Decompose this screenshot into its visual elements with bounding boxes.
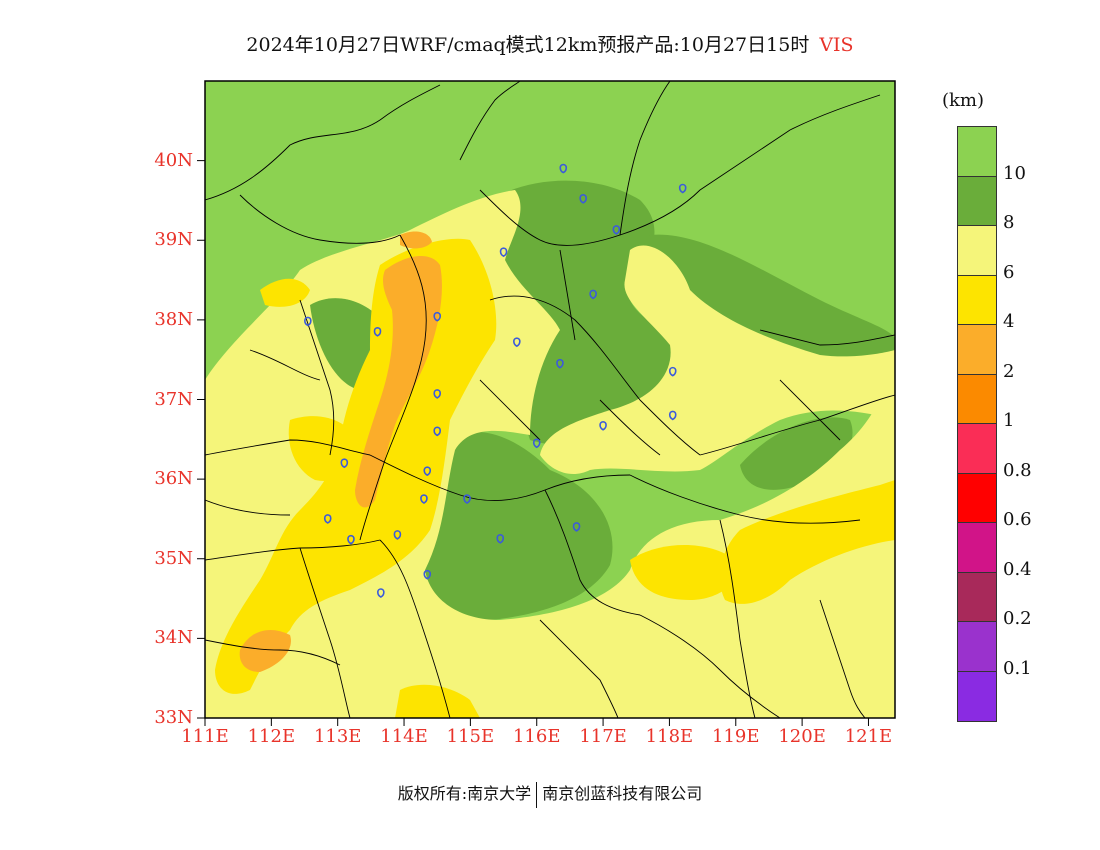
legend-swatch	[958, 325, 996, 375]
station-marker	[668, 366, 677, 377]
station-marker	[556, 358, 564, 369]
lon-label: 113E	[313, 726, 362, 747]
lon-label: 120E	[778, 726, 826, 747]
lon-label: 121E	[844, 726, 893, 747]
vis-region-4-6	[395, 684, 480, 718]
legend-swatch	[958, 671, 996, 721]
lon-label: 111E	[181, 726, 229, 747]
station-marker	[579, 194, 587, 204]
footer-right: 南京创蓝科技有限公司	[542, 784, 703, 803]
footer-left: 版权所有:南京大学	[397, 784, 532, 803]
lon-label: 112E	[247, 726, 296, 747]
legend-label: 6	[1003, 261, 1015, 283]
vis-region-2-4	[239, 630, 291, 672]
legend-label: 0.4	[1003, 558, 1032, 580]
province-boundaries	[205, 81, 895, 718]
legend-swatch	[958, 622, 996, 672]
lon-label: 119E	[712, 726, 760, 747]
legend-label: 10	[1003, 162, 1026, 184]
lon-label: 115E	[446, 726, 495, 747]
lat-label: 35N	[154, 547, 193, 569]
lat-label: 36N	[154, 468, 193, 490]
station-marker	[668, 410, 677, 421]
vis-region-2-4	[355, 255, 442, 508]
lat-label: 37N	[154, 388, 193, 410]
legend-swatch	[958, 424, 996, 474]
lat-label: 33N	[154, 707, 193, 728]
station-marker	[496, 534, 505, 544]
legend-swatch	[958, 523, 996, 573]
legend-unit: (km)	[942, 90, 985, 111]
station-marker	[347, 534, 355, 545]
vis-region-2-4	[400, 231, 432, 249]
copyright-footer: 版权所有:南京大学 南京创蓝科技有限公司	[0, 780, 1100, 808]
vis-region-8-10	[424, 431, 613, 620]
legend-swatch	[958, 572, 996, 622]
lon-label: 117E	[579, 726, 627, 747]
legend-swatch	[958, 473, 996, 523]
legend-label: 4	[1003, 311, 1015, 332]
lat-label: 39N	[154, 229, 193, 251]
station-marker	[323, 514, 332, 524]
axis-ticks	[197, 160, 869, 726]
station-marker	[589, 289, 597, 300]
legend-swatch	[958, 275, 996, 325]
lon-label: 116E	[512, 726, 561, 747]
legend-swatch	[958, 127, 996, 177]
legend-label: 8	[1003, 212, 1015, 233]
map-title: 2024年10月27日WRF/cmaq模式12km预报产品:10月27日15时 V…	[0, 30, 1100, 57]
legend-swatch	[958, 226, 996, 276]
station-marker	[377, 588, 385, 598]
lat-label: 34N	[154, 627, 193, 649]
footer-divider	[536, 781, 538, 808]
vis-region-6-8	[540, 245, 895, 475]
station-marker	[433, 389, 442, 399]
legend-label: 0.2	[1003, 608, 1032, 629]
station-marker	[513, 337, 521, 348]
vis-region-4-6	[720, 480, 895, 604]
station-marker	[559, 163, 568, 174]
vis-region-8-10	[642, 234, 895, 380]
station-marker	[420, 494, 428, 504]
title-main: 2024年10月27日WRF/cmaq模式12km预报产品:10月27日15时	[246, 34, 810, 56]
station-marker	[340, 458, 349, 469]
colorbar-legend	[957, 126, 997, 722]
station-markers	[304, 163, 687, 598]
legend-swatch	[958, 176, 996, 226]
vis-region-4-6	[630, 545, 738, 600]
station-marker	[373, 327, 382, 337]
station-marker	[423, 466, 432, 477]
legend-label: 0.1	[1003, 657, 1032, 679]
legend-swatch	[958, 374, 996, 424]
legend-label: 0.8	[1003, 459, 1032, 481]
station-marker	[499, 247, 508, 258]
lat-label: 40N	[154, 149, 193, 171]
station-marker	[433, 426, 442, 437]
title-variable: VIS	[819, 34, 854, 56]
lon-label: 114E	[380, 726, 428, 747]
legend-label: 2	[1003, 360, 1015, 382]
station-marker	[463, 494, 471, 504]
vis-region-4-6	[260, 278, 310, 307]
station-marker	[599, 420, 607, 431]
visibility-field	[205, 81, 895, 718]
station-marker	[572, 522, 581, 532]
legend-label: 0.6	[1003, 509, 1032, 530]
lon-label: 118E	[645, 726, 694, 747]
station-marker	[304, 316, 312, 327]
station-marker	[612, 225, 621, 235]
station-marker	[433, 311, 442, 322]
station-marker	[678, 183, 687, 194]
station-marker	[393, 530, 402, 540]
legend-label: 1	[1003, 410, 1015, 431]
station-marker	[532, 438, 541, 449]
station-marker	[423, 569, 432, 580]
lat-label: 38N	[154, 308, 193, 330]
